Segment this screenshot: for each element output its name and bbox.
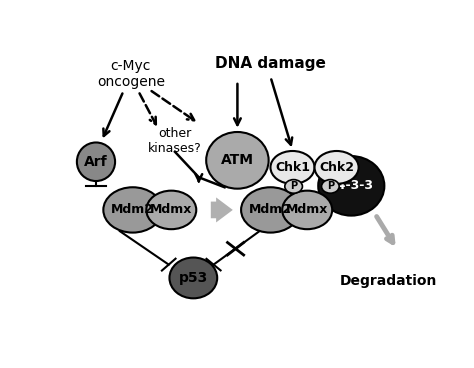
Ellipse shape bbox=[318, 156, 384, 216]
Text: Mdm2: Mdm2 bbox=[111, 204, 154, 216]
Ellipse shape bbox=[282, 191, 332, 229]
Text: other
kinases?: other kinases? bbox=[148, 127, 202, 155]
Text: Mdmx: Mdmx bbox=[286, 204, 328, 216]
Text: Mdm2: Mdm2 bbox=[249, 204, 292, 216]
Ellipse shape bbox=[77, 142, 115, 181]
Text: DNA damage: DNA damage bbox=[215, 57, 326, 71]
Text: Arf: Arf bbox=[84, 155, 108, 169]
Ellipse shape bbox=[206, 132, 269, 189]
Ellipse shape bbox=[241, 187, 300, 233]
Circle shape bbox=[321, 180, 339, 193]
Circle shape bbox=[285, 180, 302, 193]
Text: ATM: ATM bbox=[221, 153, 254, 167]
Text: P: P bbox=[327, 181, 334, 191]
Text: Mdmx: Mdmx bbox=[150, 204, 192, 216]
Ellipse shape bbox=[170, 258, 217, 298]
Text: Degradation: Degradation bbox=[339, 274, 437, 288]
Text: c-Myc
oncogene: c-Myc oncogene bbox=[97, 59, 165, 89]
Text: Chk1: Chk1 bbox=[275, 161, 310, 174]
Ellipse shape bbox=[103, 187, 162, 233]
Text: 14-3-3: 14-3-3 bbox=[329, 179, 374, 192]
Ellipse shape bbox=[271, 151, 315, 184]
Ellipse shape bbox=[146, 191, 196, 229]
FancyArrowPatch shape bbox=[211, 197, 233, 222]
Text: P: P bbox=[290, 181, 297, 191]
Text: p53: p53 bbox=[179, 271, 208, 285]
Text: Chk2: Chk2 bbox=[319, 161, 354, 174]
Ellipse shape bbox=[315, 151, 359, 184]
